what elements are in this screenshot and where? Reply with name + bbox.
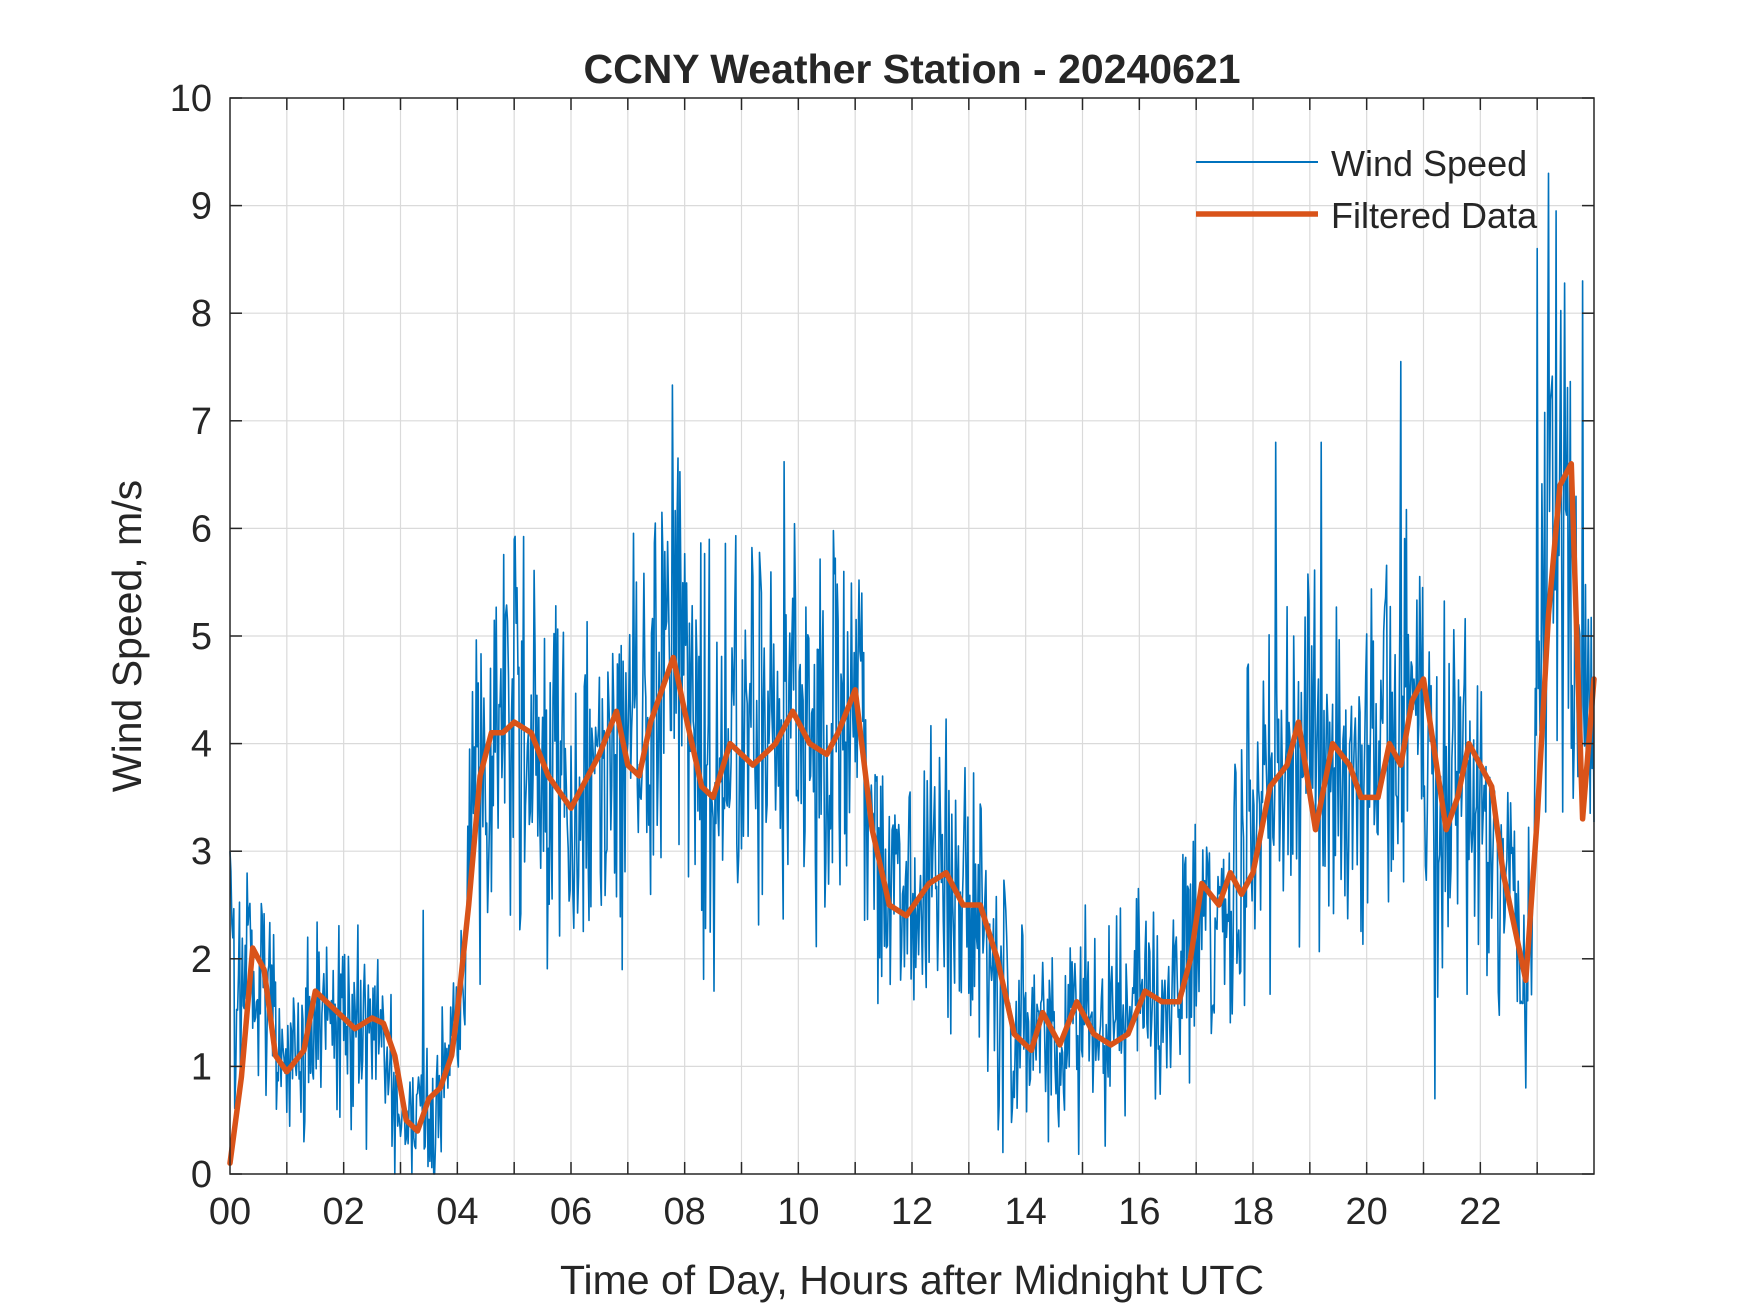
series-line-wind-speed bbox=[229, 172, 1595, 1175]
legend-label-wind-speed: Wind Speed bbox=[1331, 143, 1527, 184]
y-tick-label: 2 bbox=[191, 939, 212, 981]
legend: Wind Speed Filtered Data bbox=[1196, 143, 1538, 236]
y-tick-label: 4 bbox=[191, 724, 212, 766]
x-tick-label: 06 bbox=[550, 1191, 592, 1233]
chart-title: CCNY Weather Station - 20240621 bbox=[583, 46, 1240, 92]
y-tick-label: 7 bbox=[191, 401, 212, 443]
legend-label-filtered-data: Filtered Data bbox=[1331, 195, 1538, 236]
x-tick-label: 18 bbox=[1232, 1191, 1274, 1233]
y-tick-label: 0 bbox=[191, 1154, 212, 1196]
x-tick-label: 02 bbox=[323, 1191, 365, 1233]
x-tick-label: 08 bbox=[664, 1191, 706, 1233]
x-tick-label: 14 bbox=[1005, 1191, 1047, 1233]
x-tick-label: 22 bbox=[1459, 1191, 1501, 1233]
x-tick-label: 12 bbox=[891, 1191, 933, 1233]
y-tick-label: 9 bbox=[191, 186, 212, 228]
series-layer bbox=[227, 172, 1597, 1175]
tick-marks bbox=[230, 97, 1594, 1175]
series-line-filtered-data bbox=[227, 461, 1597, 1166]
x-tick-label: 10 bbox=[777, 1191, 819, 1233]
y-tick-label: 10 bbox=[170, 78, 212, 120]
y-tick-label: 3 bbox=[191, 831, 212, 873]
y-tick-label: 1 bbox=[191, 1046, 212, 1088]
x-tick-label: 04 bbox=[436, 1191, 478, 1233]
x-tick-label: 20 bbox=[1346, 1191, 1388, 1233]
y-tick-label: 8 bbox=[191, 293, 212, 335]
x-tick-label: 00 bbox=[209, 1191, 251, 1233]
y-axis-label: Wind Speed, m/s bbox=[104, 480, 150, 792]
y-tick-label: 5 bbox=[191, 616, 212, 658]
x-axis-label: Time of Day, Hours after Midnight UTC bbox=[560, 1257, 1264, 1303]
y-tick-label: 6 bbox=[191, 508, 212, 550]
x-tick-label: 16 bbox=[1118, 1191, 1160, 1233]
